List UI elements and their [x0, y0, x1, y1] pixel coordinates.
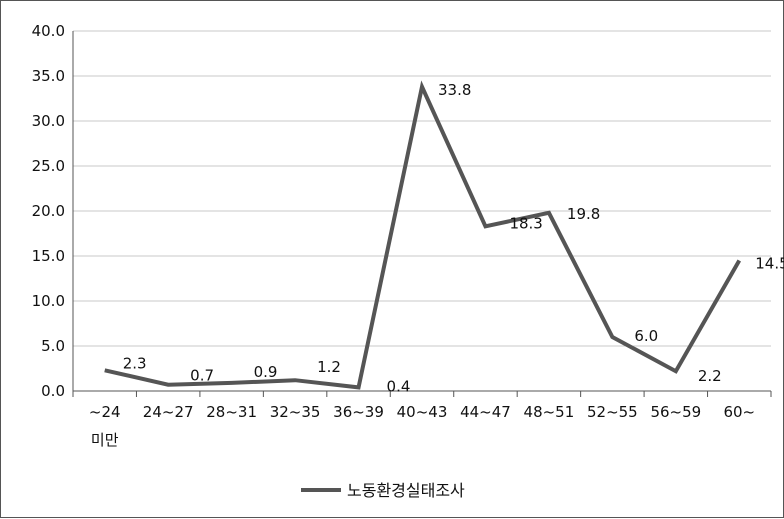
- y-tick-label: 15.0: [32, 247, 65, 265]
- y-tick-label: 40.0: [32, 22, 65, 40]
- data-label: 0.4: [387, 377, 411, 395]
- y-tick-label: 10.0: [32, 292, 65, 310]
- data-label: 18.3: [509, 214, 542, 232]
- x-tick-label: 28~31: [206, 403, 257, 421]
- y-tick-label: 25.0: [32, 157, 65, 175]
- y-tick-label: 20.0: [32, 202, 65, 220]
- y-tick-label: 30.0: [32, 112, 65, 130]
- data-label: 2.2: [698, 367, 722, 385]
- data-label: 33.8: [438, 81, 471, 99]
- data-label: 2.3: [123, 354, 147, 372]
- data-label: 1.2: [317, 358, 341, 376]
- legend-label: 노동환경실태조사: [347, 481, 465, 500]
- legend: 노동환경실태조사: [301, 481, 465, 500]
- x-tick-label: 60~: [723, 403, 755, 421]
- x-tick-label: 36~39: [333, 403, 384, 421]
- data-label: 14.5: [755, 255, 784, 273]
- data-label: 0.9: [254, 363, 278, 381]
- y-tick-label: 35.0: [32, 67, 65, 85]
- data-label: 19.8: [567, 205, 600, 223]
- y-tick-label: 0.0: [41, 382, 65, 400]
- x-tick-label: 44~47: [460, 403, 511, 421]
- x-tick-label: 56~59: [650, 403, 701, 421]
- x-tick-label: 48~51: [524, 403, 575, 421]
- data-labels: 2.3 0.7 0.9 1.2 0.4 33.8 18.3 19.8 6.0 2.2 14.5: [123, 81, 784, 396]
- x-tick-label: 52~55: [587, 403, 638, 421]
- data-label: 6.0: [634, 327, 658, 345]
- x-tick-label: 32~35: [270, 403, 321, 421]
- y-tick-label: 5.0: [41, 337, 65, 355]
- x-tick-label: 24~27: [143, 403, 194, 421]
- x-tick-label: 40~43: [397, 403, 448, 421]
- gridlines: [73, 31, 771, 346]
- data-label: 0.7: [190, 367, 214, 385]
